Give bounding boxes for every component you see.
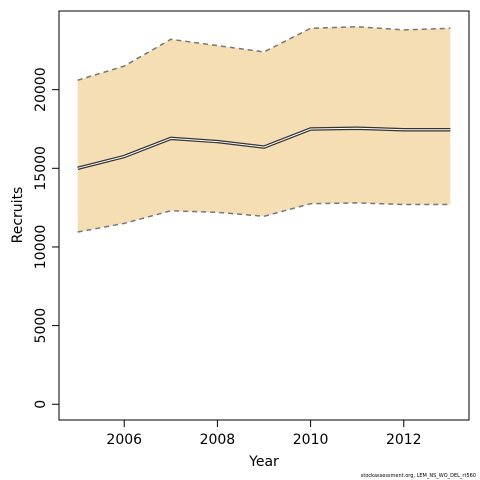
x-tick-label: 2012 [386,432,422,448]
x-axis-title: Year [248,454,279,470]
estimate-line-inner [77,127,451,169]
y-tick-label: 10000 [33,225,49,270]
x-tick-label: 2008 [200,432,236,448]
credit-footer: stockassessment.org, LEM_NS_WO_DEL_rt560 [360,473,476,479]
upper-bound-line [77,25,451,81]
plot-frame [58,10,470,421]
x-tick-label: 2006 [106,432,142,448]
y-axis-title: Recruits [10,187,26,244]
x-tick-label: 2010 [293,432,329,448]
confidence-band [77,26,451,233]
y-tick-label: 20000 [33,67,49,112]
lower-bound-line [77,202,451,233]
y-tick-label: 0 [33,400,49,409]
y-tick-label: 5000 [33,308,49,344]
y-tick-label: 15000 [33,146,49,191]
